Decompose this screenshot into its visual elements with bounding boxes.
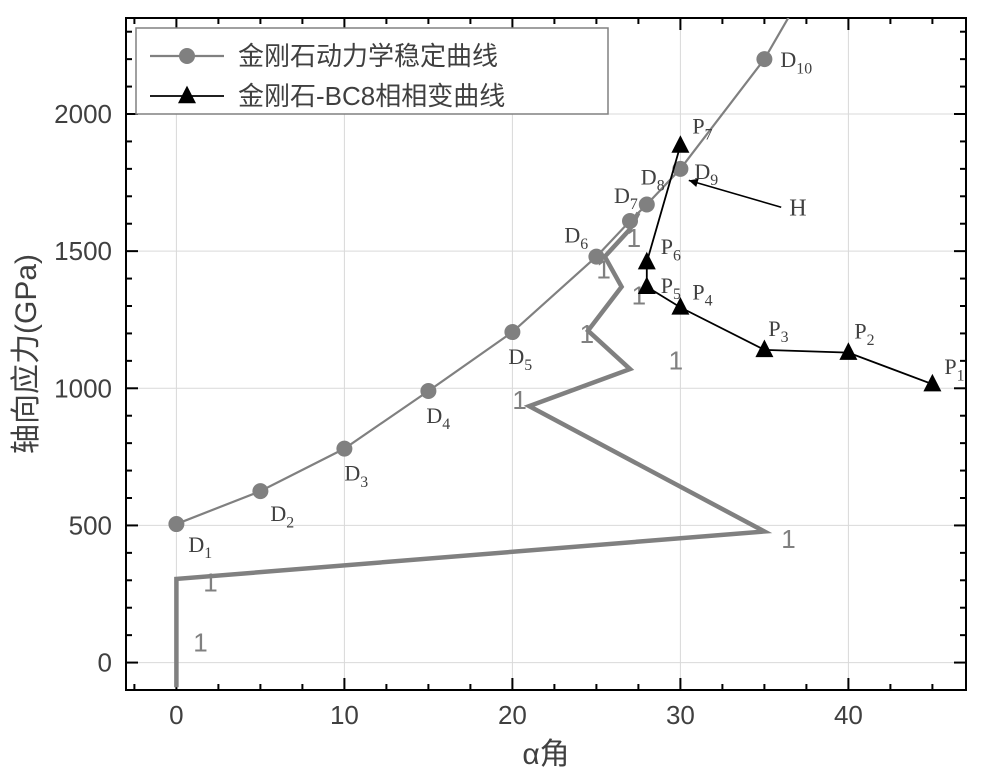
x-tick-label: 0 xyxy=(169,700,183,730)
legend-circle-icon xyxy=(179,48,195,64)
point-label: D10 xyxy=(780,47,812,77)
point-label: P1 xyxy=(944,354,964,384)
series-p-marker xyxy=(638,252,656,270)
y-tick-label: 1500 xyxy=(54,236,112,266)
series-d-marker xyxy=(336,441,352,457)
x-axis-label: α角 xyxy=(522,738,569,771)
y-tick-label: 1000 xyxy=(54,373,112,403)
series-d-marker xyxy=(756,51,772,67)
x-tick-label: 30 xyxy=(666,700,695,730)
point-label: D6 xyxy=(564,223,588,253)
legend-label-1: 金刚石动力学稳定曲线 xyxy=(238,41,498,71)
point-label: D3 xyxy=(344,461,368,491)
point-label: H xyxy=(789,195,806,221)
zigzag-number: 1 xyxy=(193,628,207,658)
point-label: D9 xyxy=(694,159,718,189)
zigzag-number: 1 xyxy=(580,319,594,349)
y-axis-label: 轴向应力(GPa) xyxy=(10,254,43,454)
point-label: P3 xyxy=(768,316,788,346)
series-d-marker xyxy=(504,324,520,340)
y-tick-label: 500 xyxy=(69,510,112,540)
x-tick-label: 40 xyxy=(834,700,863,730)
series-d-marker xyxy=(588,249,604,265)
series-d-marker xyxy=(785,2,801,18)
stress-alpha-chart: 0 10 20 30 40 0 500 1000 1500 2000 轴向应力(GPa) α角 1 1 1 1… xyxy=(0,0,1000,782)
series-d-marker xyxy=(639,197,655,213)
point-label: P4 xyxy=(692,279,712,309)
y-tick-label: 0 xyxy=(98,648,112,678)
zigzag-number: 1 xyxy=(781,524,795,554)
series-d-marker xyxy=(622,213,638,229)
point-label: P5 xyxy=(661,273,681,303)
plot-border xyxy=(126,18,966,690)
series-p-marker xyxy=(671,135,689,153)
series-d-marker xyxy=(252,483,268,499)
point-label: D7 xyxy=(614,183,638,213)
point-label: D4 xyxy=(426,403,450,433)
zigzag-number: 1 xyxy=(203,567,217,597)
zigzag-path xyxy=(176,213,764,688)
x-tick-label: 10 xyxy=(330,700,359,730)
point-label: D1 xyxy=(188,532,212,562)
point-label: P6 xyxy=(661,234,681,264)
x-tick-label: 20 xyxy=(498,700,527,730)
series-p-marker xyxy=(755,340,773,358)
zigzag-number: 1 xyxy=(512,385,526,415)
point-label: P2 xyxy=(854,319,874,349)
h-arrow-line xyxy=(689,180,781,207)
series-p-marker xyxy=(839,342,857,360)
zigzag-number: 1 xyxy=(669,346,683,376)
series-d-marker xyxy=(420,383,436,399)
point-label: D2 xyxy=(270,501,294,531)
point-label: D8 xyxy=(641,165,665,195)
legend-label-2: 金刚石-BC8相相变曲线 xyxy=(238,81,505,111)
series-d-marker xyxy=(168,516,184,532)
y-tick-label: 2000 xyxy=(54,99,112,129)
